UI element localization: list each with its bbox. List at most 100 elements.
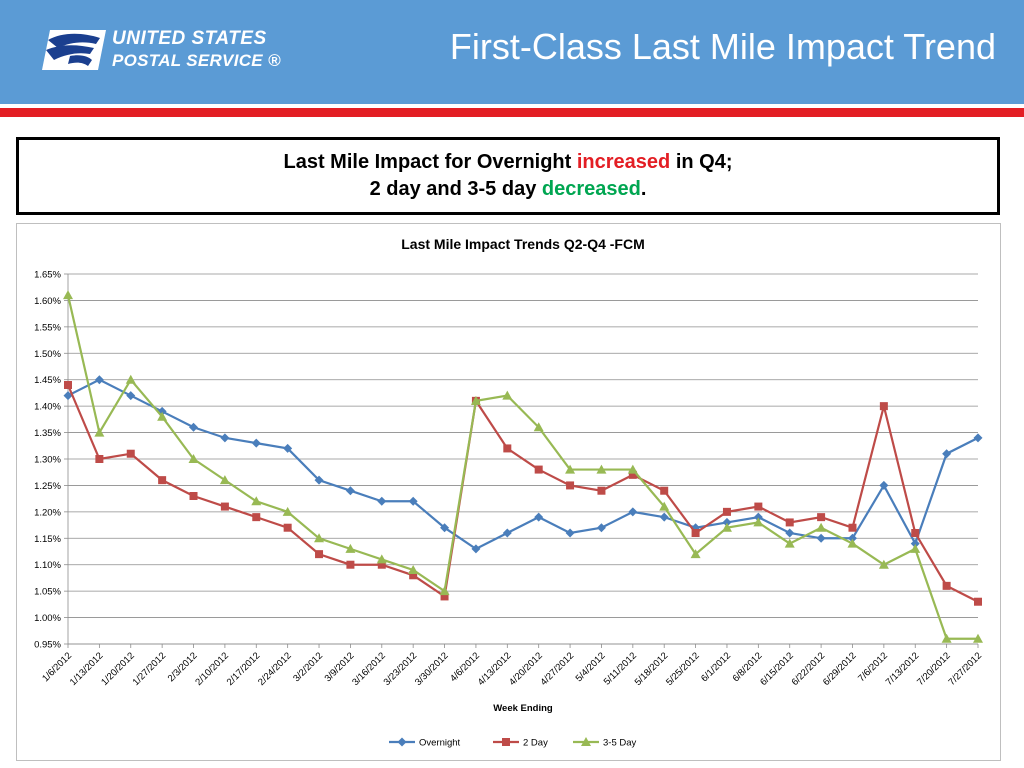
header-bar: UNITED STATES POSTAL SERVICE ® First-Cla… [0, 0, 1024, 104]
data-point-3-5-day [910, 543, 921, 553]
legend-label-overnight: Overnight [419, 738, 461, 749]
data-point-overnight [910, 539, 920, 549]
x-tick-label: 1/13/2012 [68, 650, 106, 688]
line-chart: Last Mile Impact Trends Q2-Q4 -FCM 0.95% 1… [34, 236, 984, 749]
data-point-3-5-day [376, 554, 387, 564]
usps-logo: UNITED STATES POSTAL SERVICE ® [40, 26, 300, 76]
data-point-3-5-day [439, 586, 450, 596]
data-point-3-5-day [219, 475, 230, 485]
legend-marker-overnight [397, 737, 407, 747]
data-point-3-5-day [816, 522, 827, 532]
y-tick-label: 1.50% [34, 349, 61, 360]
data-point-2-day [754, 502, 763, 511]
data-point-2-day [911, 529, 920, 537]
data-point-overnight [220, 433, 230, 443]
data-point-3-5-day [721, 522, 732, 532]
data-point-overnight [126, 391, 136, 401]
data-point-2-day [974, 597, 982, 606]
y-tick-label: 1.10% [34, 560, 61, 571]
data-point-2-day [817, 513, 826, 522]
data-point-2-day [628, 470, 637, 479]
x-tick-label: 5/18/2012 [633, 650, 671, 688]
data-point-2-day [566, 481, 575, 490]
data-point-overnight [565, 528, 575, 538]
data-point-overnight [377, 496, 387, 506]
callout-text: . [640, 178, 647, 200]
data-point-2-day [220, 502, 229, 511]
x-tick-label: 7/20/2012 [915, 650, 953, 688]
series-line-2-day [66, 384, 979, 603]
data-point-3-5-day [314, 533, 325, 543]
data-point-2-day [848, 523, 857, 532]
data-point-overnight [816, 533, 826, 543]
data-point-overnight [440, 523, 450, 533]
x-tick-label: 1/20/2012 [99, 650, 137, 688]
x-tick-label: 6/29/2012 [821, 650, 859, 688]
chart-frame: Last Mile Impact Trends Q2-Q4 -FCM 0.95% 1… [16, 223, 1001, 761]
data-point-overnight [847, 533, 857, 543]
y-tick-label: 1.20% [34, 507, 61, 518]
legend-marker-2-day [502, 738, 510, 746]
data-point-3-5-day [533, 422, 544, 432]
x-tick-label: 6/22/2012 [790, 650, 828, 688]
x-tick-label: 4/13/2012 [476, 650, 514, 688]
data-point-3-5-day [596, 464, 607, 474]
data-point-3-5-day [847, 538, 858, 548]
data-point-2-day [691, 529, 700, 537]
y-tick-label: 1.30% [34, 455, 61, 466]
data-point-2-day [346, 560, 355, 569]
y-tick-label: 1.65% [34, 270, 61, 281]
callout-increased: increased [576, 151, 671, 173]
data-point-overnight [283, 443, 293, 453]
series-line-overnight [67, 378, 979, 551]
header-divider-white [0, 104, 1024, 108]
data-point-overnight [251, 438, 261, 448]
data-point-overnight [659, 512, 669, 522]
data-point-2-day [597, 486, 606, 495]
data-point-3-5-day [125, 374, 136, 384]
header-divider-red [0, 108, 1024, 117]
data-point-overnight [753, 512, 763, 522]
data-point-2-day [785, 518, 794, 527]
y-tick-label: 1.00% [34, 613, 61, 624]
data-point-overnight [345, 486, 355, 496]
data-point-3-5-day [408, 565, 419, 574]
y-tick-label: 1.55% [34, 322, 61, 333]
data-point-overnight [534, 512, 544, 522]
data-point-2-day [283, 523, 292, 532]
x-tick-label: 7/27/2012 [946, 650, 984, 688]
data-point-3-5-day [345, 543, 356, 553]
x-axis-label: Week Ending [493, 703, 553, 714]
data-point-3-5-day [565, 464, 576, 474]
series-line-3-5-day [66, 294, 978, 640]
x-tick-label: 3/30/2012 [413, 650, 451, 688]
y-tick-label: 1.15% [34, 534, 61, 545]
x-tick-label: 5/25/2012 [664, 650, 702, 688]
y-tick-label: 1.60% [34, 296, 61, 307]
data-point-3-5-day [941, 633, 952, 643]
data-point-3-5-day [63, 290, 73, 300]
x-tick-label: 2/17/2012 [225, 650, 263, 688]
data-point-2-day [879, 402, 888, 411]
data-point-2-day [95, 455, 104, 463]
data-point-3-5-day [470, 395, 481, 405]
data-point-3-5-day [627, 464, 638, 474]
callout-text: 2 day and 3-5 day [369, 178, 542, 200]
data-point-2-day [660, 486, 669, 495]
x-tick-label: 6/1/2012 [699, 650, 733, 684]
data-point-overnight [722, 517, 732, 527]
y-tick-label: 1.45% [34, 375, 61, 386]
slide-title: First-Class Last Mile Impact Trend [449, 26, 996, 67]
logo-text-line2: POSTAL SERVICE ® [112, 51, 281, 70]
data-point-2-day [722, 507, 731, 516]
data-point-2-day [377, 560, 386, 569]
callout-box: Last Mile Impact for Overnight increased… [16, 137, 1000, 215]
x-tick-label: 6/15/2012 [758, 650, 796, 688]
data-point-2-day [315, 550, 324, 559]
data-point-3-5-day [188, 454, 199, 463]
x-tick-label: 2/10/2012 [193, 650, 231, 688]
data-point-overnight [94, 375, 104, 385]
data-point-2-day [158, 476, 167, 485]
data-point-3-5-day [690, 549, 701, 559]
x-tick-label: 3/23/2012 [382, 650, 420, 688]
